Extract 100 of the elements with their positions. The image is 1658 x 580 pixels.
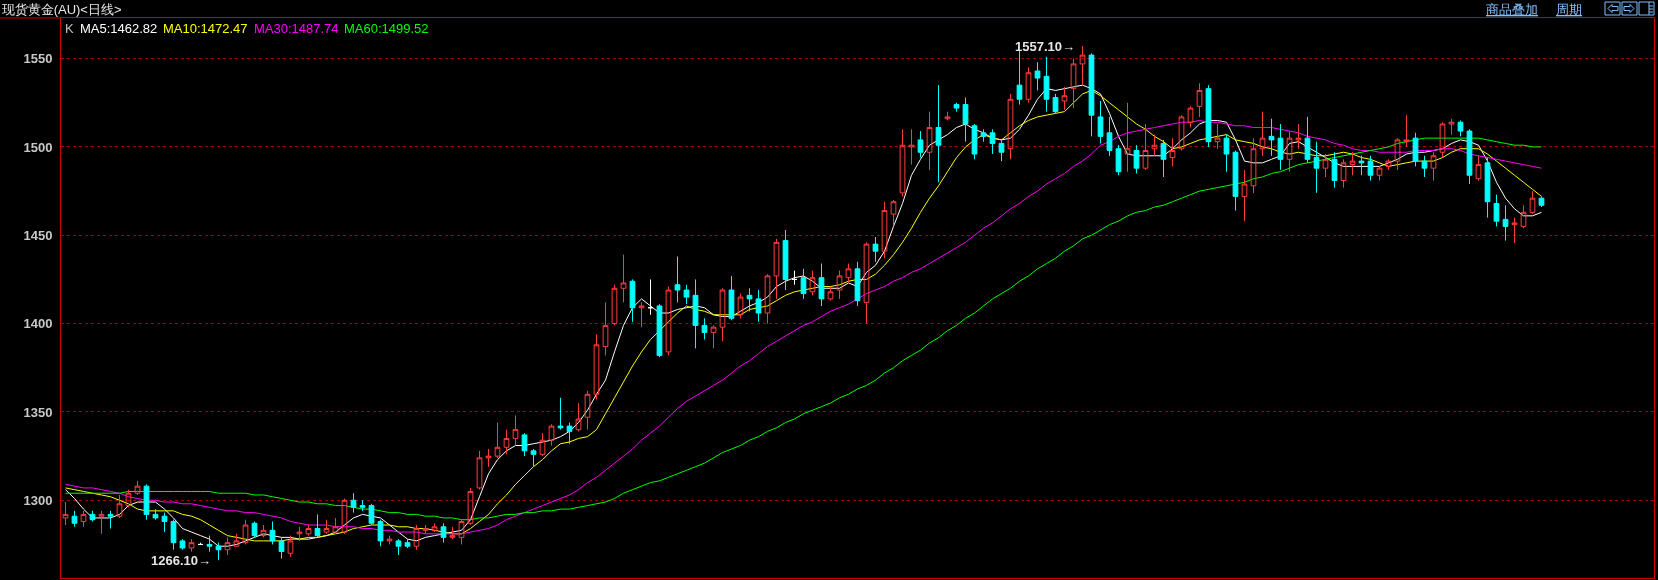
candlestick xyxy=(1016,49,1023,106)
candlestick xyxy=(143,483,150,521)
candlestick xyxy=(1223,134,1230,173)
candlestick xyxy=(1070,58,1077,109)
candlestick xyxy=(854,261,861,307)
candlestick xyxy=(215,542,222,561)
candlestick xyxy=(944,111,951,121)
candlestick xyxy=(1124,102,1131,173)
candlestick xyxy=(1421,155,1428,178)
candlestick xyxy=(1232,149,1239,212)
candlestick xyxy=(494,422,501,459)
candlestick xyxy=(1412,132,1419,167)
candlestick xyxy=(521,432,528,457)
candlestick xyxy=(818,263,825,307)
candlestick xyxy=(404,538,411,549)
candlestick xyxy=(1448,118,1455,136)
candlestick xyxy=(548,423,555,447)
candlestick xyxy=(638,301,645,328)
candlestick xyxy=(1061,86,1068,111)
candlestick xyxy=(80,510,87,528)
candlestick xyxy=(836,270,843,300)
candlestick xyxy=(998,139,1005,162)
text: MA10:1472.47 xyxy=(163,21,248,36)
candlestick xyxy=(926,111,933,171)
candlestick xyxy=(1538,195,1545,208)
candlestick xyxy=(539,432,546,457)
candlestick xyxy=(728,275,735,321)
candlestick xyxy=(71,510,78,528)
candlestick xyxy=(1376,165,1383,182)
candlestick xyxy=(710,324,717,349)
candlestick xyxy=(737,293,744,319)
candlestick xyxy=(881,201,888,259)
candlestick xyxy=(1025,66,1032,104)
candlestick xyxy=(89,510,96,522)
candlestick xyxy=(188,538,195,552)
candlestick xyxy=(1502,204,1509,242)
candlestick xyxy=(476,450,483,491)
candlestick xyxy=(1007,93,1014,160)
candlestick xyxy=(791,270,798,286)
candlestick xyxy=(1340,158,1347,189)
candlestick xyxy=(1097,100,1104,144)
y-tick-label: 1450 xyxy=(23,227,53,243)
y-tick-label: 1300 xyxy=(23,492,53,508)
candlestick xyxy=(872,236,879,263)
y-tick-label: 1500 xyxy=(23,139,53,155)
candlestick xyxy=(566,422,573,445)
candlestick xyxy=(170,519,177,551)
candlestick xyxy=(1160,139,1167,178)
candlestick xyxy=(278,536,285,560)
y-tick-label: 1400 xyxy=(23,316,53,332)
candlestick xyxy=(1457,119,1464,137)
candlestick xyxy=(1250,137,1257,194)
candlestick xyxy=(134,480,141,496)
candlestick xyxy=(1079,45,1086,86)
candlestick xyxy=(1034,61,1041,91)
candlestick xyxy=(1358,155,1365,176)
candlestick xyxy=(890,199,897,226)
candlestick xyxy=(620,254,627,303)
candlestick xyxy=(269,520,276,545)
candlestick xyxy=(377,519,384,547)
candlestick xyxy=(260,524,267,538)
candlestick xyxy=(1214,123,1221,150)
candlestick xyxy=(1475,155,1482,182)
candlestick xyxy=(782,229,789,291)
candlestick xyxy=(1385,158,1392,171)
candlestick xyxy=(773,238,780,300)
candlestick xyxy=(719,287,726,342)
candlestick xyxy=(386,535,393,545)
text: MA5:1462.82 xyxy=(80,21,158,36)
candlestick xyxy=(809,270,816,296)
candlestick xyxy=(962,97,969,143)
candlestick xyxy=(1052,93,1059,114)
candlestick xyxy=(953,102,960,113)
candlestick xyxy=(1205,84,1212,148)
candlestick xyxy=(692,278,699,349)
candlestick xyxy=(1088,52,1095,137)
candlestick xyxy=(899,128,906,197)
candlestick xyxy=(287,535,294,558)
candlestick xyxy=(1115,144,1122,176)
candlestick xyxy=(359,499,366,512)
chart-title: 现货黄金(AU)<日线> xyxy=(1,1,122,17)
candlestick xyxy=(62,501,69,526)
candlestick xyxy=(431,522,438,533)
annotation: K xyxy=(65,21,74,36)
candlestick xyxy=(1466,128,1473,185)
candlestick xyxy=(584,390,591,431)
candlestick xyxy=(1403,114,1410,148)
candlestick xyxy=(296,526,303,542)
candlestick xyxy=(332,517,339,535)
candlestick xyxy=(908,128,915,166)
candlestick xyxy=(917,130,924,159)
candlestick xyxy=(1178,114,1185,151)
candlestick xyxy=(1295,123,1302,150)
candlestick xyxy=(1439,121,1446,159)
candlestick xyxy=(1322,153,1329,178)
candlestick xyxy=(980,128,987,143)
candlestick xyxy=(665,286,672,356)
candlestick xyxy=(1259,111,1266,157)
candlestick xyxy=(125,489,132,508)
candlestick xyxy=(323,519,330,535)
